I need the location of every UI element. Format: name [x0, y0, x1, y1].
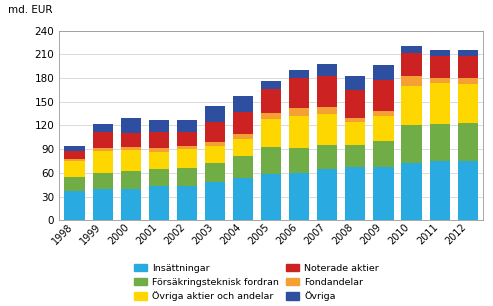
- Bar: [93, 151, 113, 173]
- Bar: [458, 78, 478, 84]
- Bar: [401, 163, 422, 220]
- Bar: [233, 96, 253, 112]
- Bar: [373, 65, 393, 80]
- Bar: [373, 116, 393, 141]
- Bar: [121, 147, 141, 150]
- Bar: [345, 145, 365, 166]
- Bar: [345, 76, 365, 90]
- Bar: [233, 156, 253, 178]
- Bar: [121, 171, 141, 189]
- Bar: [121, 132, 141, 147]
- Bar: [149, 186, 169, 220]
- Bar: [401, 53, 422, 76]
- Bar: [401, 125, 422, 163]
- Bar: [261, 147, 282, 174]
- Bar: [317, 76, 337, 107]
- Bar: [317, 145, 337, 169]
- Bar: [429, 56, 450, 78]
- Bar: [317, 169, 337, 220]
- Bar: [65, 151, 85, 159]
- Bar: [93, 147, 113, 151]
- Bar: [289, 70, 309, 78]
- Bar: [233, 134, 253, 139]
- Bar: [458, 84, 478, 123]
- Bar: [205, 106, 225, 122]
- Bar: [401, 76, 422, 86]
- Bar: [261, 81, 282, 89]
- Bar: [93, 189, 113, 220]
- Bar: [261, 113, 282, 119]
- Text: md. EUR: md. EUR: [8, 6, 53, 15]
- Bar: [373, 141, 393, 166]
- Bar: [65, 159, 85, 161]
- Bar: [205, 142, 225, 146]
- Bar: [261, 89, 282, 113]
- Bar: [177, 120, 197, 132]
- Bar: [93, 173, 113, 189]
- Bar: [345, 121, 365, 145]
- Bar: [149, 132, 169, 147]
- Bar: [93, 124, 113, 132]
- Bar: [373, 80, 393, 111]
- Bar: [373, 111, 393, 116]
- Bar: [205, 182, 225, 220]
- Bar: [429, 50, 450, 56]
- Bar: [177, 168, 197, 185]
- Bar: [429, 124, 450, 161]
- Bar: [345, 118, 365, 121]
- Bar: [317, 107, 337, 114]
- Bar: [233, 139, 253, 156]
- Bar: [401, 86, 422, 125]
- Bar: [345, 166, 365, 220]
- Bar: [205, 146, 225, 163]
- Bar: [121, 118, 141, 132]
- Bar: [205, 163, 225, 182]
- Bar: [458, 50, 478, 56]
- Bar: [458, 161, 478, 220]
- Bar: [177, 146, 197, 149]
- Bar: [121, 189, 141, 220]
- Bar: [177, 185, 197, 220]
- Bar: [458, 123, 478, 161]
- Bar: [149, 120, 169, 132]
- Bar: [149, 151, 169, 169]
- Bar: [233, 112, 253, 134]
- Bar: [65, 191, 85, 220]
- Bar: [429, 78, 450, 83]
- Bar: [121, 150, 141, 171]
- Bar: [205, 122, 225, 142]
- Bar: [429, 161, 450, 220]
- Bar: [345, 90, 365, 118]
- Bar: [317, 114, 337, 145]
- Bar: [289, 108, 309, 116]
- Bar: [458, 56, 478, 78]
- Bar: [289, 173, 309, 220]
- Bar: [93, 132, 113, 147]
- Bar: [373, 166, 393, 220]
- Legend: Insättningar, Försäkringsteknisk fordran, Övriga aktier och andelar, Noterade ak: Insättningar, Försäkringsteknisk fordran…: [134, 264, 379, 301]
- Bar: [233, 178, 253, 220]
- Bar: [177, 132, 197, 146]
- Bar: [149, 169, 169, 186]
- Bar: [149, 147, 169, 151]
- Bar: [429, 83, 450, 124]
- Bar: [317, 64, 337, 76]
- Bar: [177, 149, 197, 168]
- Bar: [289, 78, 309, 108]
- Bar: [289, 147, 309, 173]
- Bar: [65, 161, 85, 177]
- Bar: [261, 174, 282, 220]
- Bar: [65, 177, 85, 191]
- Bar: [261, 119, 282, 147]
- Bar: [289, 116, 309, 147]
- Bar: [401, 47, 422, 53]
- Bar: [65, 146, 85, 151]
